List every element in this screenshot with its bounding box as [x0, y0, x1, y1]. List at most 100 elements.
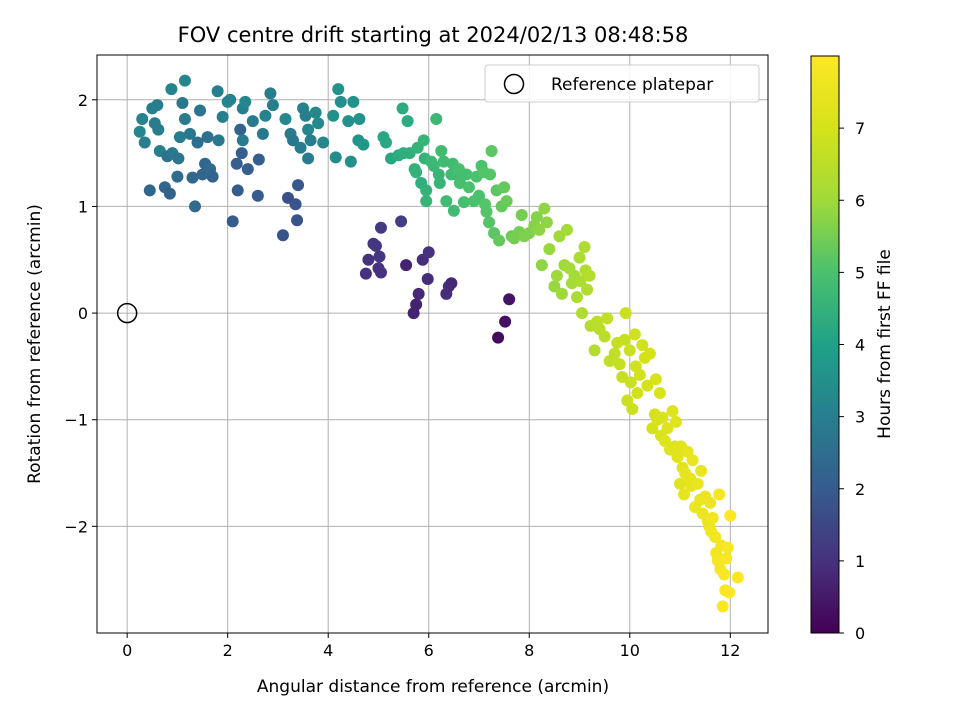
data-point — [581, 283, 594, 296]
data-point — [178, 74, 191, 87]
data-point — [472, 189, 485, 202]
data-point — [236, 134, 249, 147]
data-point — [583, 269, 596, 282]
data-point — [395, 215, 408, 228]
data-point — [171, 170, 184, 183]
data-point — [152, 123, 165, 136]
data-point — [304, 134, 317, 147]
data-point — [380, 136, 393, 149]
colorbar: 0 1 2 3 4 5 6 7 Hours from first FF file — [810, 55, 895, 643]
colorbar-tick-label: 5 — [855, 263, 865, 282]
data-point — [239, 95, 252, 108]
data-point — [163, 187, 176, 200]
data-point — [410, 298, 423, 311]
data-point — [530, 211, 543, 224]
data-point — [420, 195, 433, 208]
y-tick-label: 1 — [78, 197, 88, 216]
x-tick-label: 0 — [122, 641, 132, 660]
data-point — [633, 368, 646, 381]
data-point — [400, 259, 413, 272]
data-point — [332, 83, 345, 96]
data-point — [412, 287, 425, 300]
data-point — [417, 134, 430, 147]
data-point — [628, 328, 641, 341]
reference-platepar-marker — [116, 302, 138, 324]
data-point — [500, 195, 513, 208]
data-point — [493, 234, 506, 247]
x-tick-label: 2 — [223, 641, 233, 660]
data-point — [538, 202, 551, 215]
data-point — [252, 153, 265, 166]
data-point — [560, 223, 573, 236]
data-point — [302, 152, 315, 165]
data-point — [550, 269, 563, 282]
data-point — [543, 243, 556, 256]
data-point — [706, 511, 719, 524]
data-point — [289, 198, 302, 211]
data-point — [226, 215, 239, 228]
data-point — [598, 330, 611, 343]
data-point — [344, 155, 357, 168]
data-point — [373, 250, 386, 263]
legend-box — [484, 64, 760, 103]
scatter-points — [133, 74, 744, 613]
colorbar-label: Hours from first FF file — [875, 249, 895, 439]
data-point — [453, 176, 466, 189]
y-axis-ticks: −2 −1 0 1 2 — [64, 91, 97, 536]
data-point — [165, 83, 178, 96]
data-point — [317, 136, 330, 149]
data-point — [291, 214, 304, 227]
data-point — [133, 125, 146, 138]
data-point — [618, 333, 631, 346]
data-point — [211, 85, 224, 98]
data-point — [649, 373, 662, 386]
data-point — [624, 376, 637, 389]
data-point — [457, 196, 470, 209]
data-point — [623, 344, 636, 357]
data-point — [695, 464, 708, 477]
colorbar-gradient — [810, 55, 840, 634]
x-tick-label: 4 — [323, 641, 333, 660]
data-point — [555, 287, 568, 300]
data-point — [194, 104, 207, 117]
data-point — [151, 99, 164, 112]
data-point — [631, 387, 644, 400]
data-point — [666, 405, 679, 418]
data-point — [661, 422, 674, 435]
data-point — [256, 127, 269, 140]
data-point — [206, 170, 219, 183]
data-point — [235, 147, 248, 160]
data-point — [422, 246, 435, 259]
data-point — [576, 307, 589, 320]
x-axis-label: Angular distance from reference (arcmin) — [257, 677, 609, 697]
data-point — [359, 267, 372, 280]
data-point — [440, 195, 453, 208]
data-point — [374, 221, 387, 234]
data-point — [723, 586, 736, 599]
data-point — [626, 403, 639, 416]
data-point — [201, 131, 214, 144]
y-tick-label: −1 — [64, 411, 88, 430]
data-point — [299, 109, 312, 122]
legend-entry-reference-platepar: Reference platepar — [551, 75, 713, 95]
x-axis-ticks: 0 2 4 6 8 10 12 — [122, 633, 740, 660]
data-point — [485, 144, 498, 157]
data-point — [401, 115, 414, 128]
data-point — [178, 112, 191, 125]
data-point — [329, 151, 342, 164]
data-point — [653, 387, 666, 400]
data-point — [616, 371, 629, 384]
data-point — [231, 184, 244, 197]
data-point — [503, 293, 516, 306]
data-point — [276, 229, 289, 242]
grid-lines — [97, 55, 768, 633]
data-point — [574, 275, 587, 288]
data-point — [721, 541, 734, 554]
data-point — [641, 379, 654, 392]
data-point — [709, 531, 722, 544]
y-axis-label: Rotation from reference (arcmin) — [25, 204, 45, 484]
data-point — [212, 134, 225, 147]
data-point — [430, 112, 443, 125]
data-point — [462, 181, 475, 194]
data-point — [186, 171, 199, 184]
